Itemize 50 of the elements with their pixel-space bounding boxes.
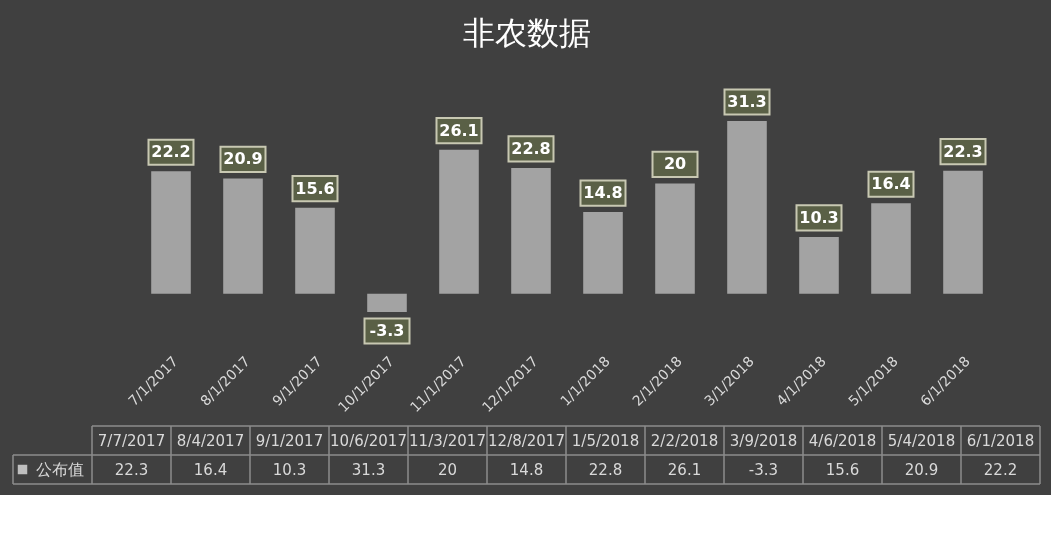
bar xyxy=(151,171,191,294)
bar xyxy=(439,149,479,294)
category-label: 4/6/2018 xyxy=(808,431,877,450)
bar xyxy=(727,121,767,294)
data-label: 20.9 xyxy=(904,460,939,479)
data-label: 22.3 xyxy=(943,141,983,161)
category-label: 5/4/2018 xyxy=(887,431,956,450)
data-label: 20 xyxy=(437,460,458,479)
data-label: 20.9 xyxy=(223,149,263,169)
legend-label: 公布值 xyxy=(35,459,84,479)
category-label: 9/1/2017 xyxy=(255,431,324,450)
bar xyxy=(943,170,983,294)
data-label: 31.3 xyxy=(351,460,386,479)
category-label: 7/7/2017 xyxy=(97,431,166,450)
bar xyxy=(655,183,695,294)
category-label: 6/1/2018 xyxy=(966,431,1035,450)
category-label: 1/5/2018 xyxy=(571,431,640,450)
category-label: 8/4/2017 xyxy=(176,431,245,450)
data-label: 16.4 xyxy=(193,460,228,479)
data-label: -3.3 xyxy=(748,460,779,479)
bar xyxy=(799,236,839,294)
data-label: 20 xyxy=(663,154,687,174)
data-label: 22.3 xyxy=(114,460,149,479)
data-label: 22.2 xyxy=(151,142,191,162)
data-label: 10.3 xyxy=(272,460,307,479)
data-label: 14.8 xyxy=(509,460,544,479)
data-label: 26.1 xyxy=(667,460,702,479)
data-label: 16.4 xyxy=(871,174,911,194)
bar xyxy=(295,207,335,294)
bar xyxy=(871,203,911,294)
data-label: 22.8 xyxy=(511,138,551,158)
data-label: 26.1 xyxy=(439,120,479,140)
data-label: 31.3 xyxy=(727,92,767,111)
data-label: 15.6 xyxy=(825,460,860,479)
data-label: 22.8 xyxy=(588,460,623,479)
category-label: 3/9/2018 xyxy=(729,431,798,450)
data-label: 15.6 xyxy=(295,178,335,198)
data-label: 10.3 xyxy=(799,207,839,227)
category-label: 11/3/2017 xyxy=(409,431,486,450)
data-label: -3.3 xyxy=(369,321,405,340)
data-label: 22.2 xyxy=(983,460,1018,479)
category-label: 2/2/2018 xyxy=(650,431,719,450)
bar xyxy=(511,167,551,294)
category-label: 10/6/2017 xyxy=(330,431,407,450)
bar xyxy=(367,293,407,312)
bar xyxy=(583,212,623,294)
category-label: 12/8/2017 xyxy=(488,431,565,450)
bar xyxy=(223,178,263,294)
chart-title: 非农数据 xyxy=(462,14,591,52)
data-label: 14.8 xyxy=(583,183,623,203)
